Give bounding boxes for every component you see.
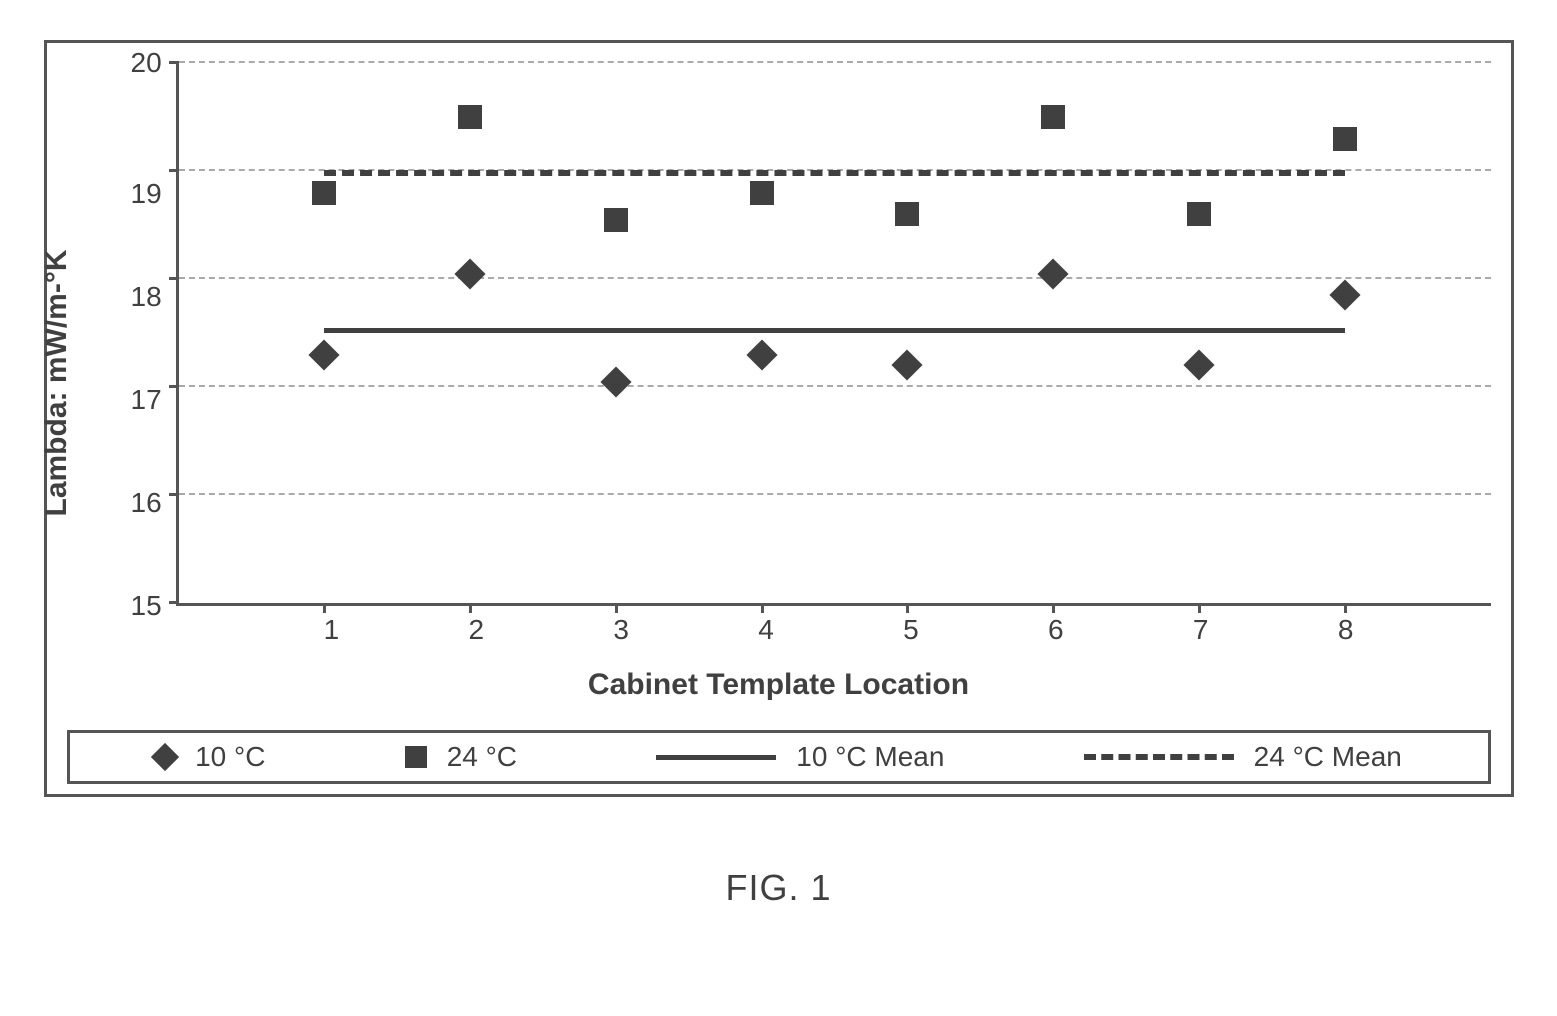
- legend-item: 24 °C: [405, 741, 517, 773]
- solid-line-icon: [656, 755, 776, 760]
- dashed-line-icon: [1084, 754, 1234, 760]
- x-tick-label: 4: [758, 614, 774, 646]
- y-axis-ticks: 201918171615: [131, 63, 176, 606]
- y-tick-label: 17: [131, 386, 162, 414]
- y-tickmark: [169, 385, 179, 388]
- legend-item: 10 °C: [155, 741, 265, 773]
- x-tick-label: 6: [1048, 614, 1064, 646]
- y-tick-label: 16: [131, 489, 162, 517]
- x-tick-label: 7: [1193, 614, 1209, 646]
- y-tickmark: [169, 169, 179, 172]
- legend-label: 10 °C: [195, 741, 265, 773]
- y-tickmark: [169, 493, 179, 496]
- x-tick-label: 1: [324, 614, 340, 646]
- legend-label: 24 °C: [447, 741, 517, 773]
- legend-label: 24 °C Mean: [1254, 741, 1402, 773]
- data-point-diamond: [605, 371, 627, 393]
- y-tickmark: [169, 61, 179, 64]
- figure-caption: FIG. 1: [44, 867, 1514, 909]
- square-icon: [405, 746, 427, 768]
- x-tick-label: 8: [1338, 614, 1354, 646]
- y-tick-label: 19: [131, 180, 162, 208]
- data-point-diamond: [313, 344, 335, 366]
- plot-row: 201918171615: [131, 63, 1491, 606]
- data-point-diamond: [1042, 263, 1064, 285]
- y-tick-label: 20: [131, 49, 162, 77]
- data-point-diamond: [751, 344, 773, 366]
- data-point-square: [1041, 105, 1065, 129]
- x-tick-label: 5: [903, 614, 919, 646]
- y-tick-label: 18: [131, 283, 162, 311]
- chart-outer-border: Lambda: mW/m-°K 201918171615 12345678 Ca…: [44, 40, 1514, 797]
- y-tickmark: [169, 601, 179, 604]
- gridline: [179, 277, 1491, 279]
- mean-line-dashed: [324, 170, 1344, 176]
- plot-area: [176, 63, 1491, 606]
- legend-label: 10 °C Mean: [796, 741, 944, 773]
- gridline: [179, 385, 1491, 387]
- data-point-square: [1333, 127, 1357, 151]
- data-point-square: [312, 181, 336, 205]
- figure: Lambda: mW/m-°K 201918171615 12345678 Ca…: [44, 40, 1514, 909]
- data-point-square: [895, 202, 919, 226]
- gridline: [179, 61, 1491, 63]
- data-point-diamond: [459, 263, 481, 285]
- y-tickmark: [169, 277, 179, 280]
- data-point-square: [1187, 202, 1211, 226]
- mean-line-solid: [324, 328, 1344, 333]
- legend-item: 24 °C Mean: [1084, 741, 1402, 773]
- diamond-icon: [151, 743, 179, 771]
- chart-area: Lambda: mW/m-°K 201918171615 12345678 Ca…: [67, 63, 1491, 702]
- x-tick-label: 2: [468, 614, 484, 646]
- legend-item: 10 °C Mean: [656, 741, 944, 773]
- data-point-square: [750, 181, 774, 205]
- x-tick-label: 3: [613, 614, 629, 646]
- data-point-diamond: [1334, 284, 1356, 306]
- x-axis-ticks: 1 2 3 4 5 6 7 8: [131, 606, 1491, 646]
- y-axis-label: Lambda: mW/m-°K: [40, 249, 74, 516]
- data-point-square: [604, 208, 628, 232]
- data-point-square: [458, 105, 482, 129]
- gridline: [179, 493, 1491, 495]
- data-point-diamond: [896, 354, 918, 376]
- legend: 10 °C 24 °C 10 °C Mean 24 °C Mean: [67, 730, 1491, 784]
- x-axis-label: Cabinet Template Location: [67, 668, 1491, 702]
- data-point-diamond: [1188, 354, 1210, 376]
